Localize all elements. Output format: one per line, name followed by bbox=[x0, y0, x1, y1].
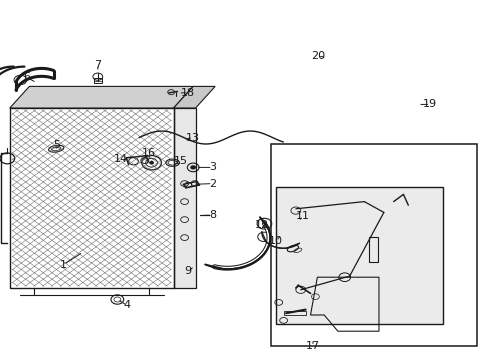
Bar bbox=[10, 108, 173, 288]
Text: 17: 17 bbox=[305, 341, 319, 351]
Bar bbox=[173, 108, 195, 288]
Polygon shape bbox=[173, 86, 215, 108]
Text: 13: 13 bbox=[186, 132, 200, 143]
Text: 18: 18 bbox=[181, 88, 195, 98]
Text: 6: 6 bbox=[23, 72, 30, 82]
Polygon shape bbox=[10, 86, 193, 108]
Text: 12: 12 bbox=[254, 220, 268, 230]
Text: 9: 9 bbox=[184, 266, 191, 276]
Circle shape bbox=[190, 165, 196, 170]
Text: 20: 20 bbox=[310, 51, 324, 61]
Text: 4: 4 bbox=[123, 300, 130, 310]
Text: 19: 19 bbox=[423, 99, 436, 109]
Text: 2: 2 bbox=[209, 179, 216, 189]
Circle shape bbox=[149, 161, 154, 165]
Text: 5: 5 bbox=[53, 140, 60, 150]
Text: 16: 16 bbox=[142, 148, 156, 158]
Bar bbox=[283, 311, 305, 315]
Text: 8: 8 bbox=[209, 210, 216, 220]
Text: 15: 15 bbox=[174, 156, 187, 166]
Text: 11: 11 bbox=[296, 211, 309, 221]
Bar bbox=[368, 237, 377, 262]
Bar bbox=[276, 187, 442, 324]
Text: 1: 1 bbox=[60, 260, 67, 270]
Text: 14: 14 bbox=[114, 154, 128, 164]
Bar bbox=[94, 78, 102, 83]
Text: 10: 10 bbox=[269, 236, 283, 246]
Text: 3: 3 bbox=[209, 162, 216, 172]
Bar bbox=[271, 144, 476, 346]
Text: 7: 7 bbox=[94, 60, 101, 70]
